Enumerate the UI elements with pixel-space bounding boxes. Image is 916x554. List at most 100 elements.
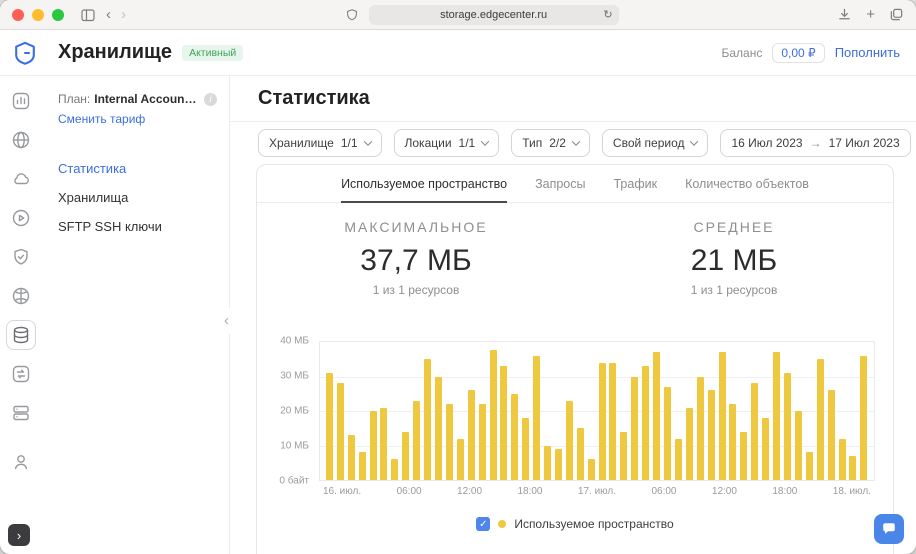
downloads-button[interactable] — [837, 7, 852, 22]
date-range-picker[interactable]: 16 Июл 2023 → 17 Июл 2023 — [720, 129, 911, 157]
chart-bar — [620, 431, 628, 480]
download-icon — [839, 8, 851, 20]
tab-overview-button[interactable] — [889, 7, 904, 22]
chart-bar — [642, 366, 650, 480]
storage-filter-label: Хранилище — [269, 136, 334, 150]
minimize-window-button[interactable] — [32, 8, 44, 21]
stat-value: 21 МБ — [690, 244, 778, 277]
legend-color-dot — [498, 520, 507, 528]
filter-bar: Хранилище 1/1 Локации 1/1 Тип 2/2 Свой п… — [230, 122, 916, 164]
profile-icon[interactable] — [6, 447, 36, 477]
chart-y-axis: 40 МБ 30 МБ 20 МБ 10 МБ 0 байт — [271, 336, 319, 487]
chart-bar — [336, 383, 344, 480]
chart-bar — [456, 438, 464, 480]
chart-bar — [685, 407, 693, 480]
y-tick-label: 40 МБ — [280, 335, 309, 347]
storage-sidebar: План: Internal Account_RUB_St... i Смени… — [42, 76, 230, 554]
stats-tabs: Используемое пространство Запросы Трафик… — [257, 165, 893, 203]
arrow-right-icon: → — [809, 136, 822, 150]
new-tab-button[interactable]: + — [866, 6, 875, 23]
browser-sidebar-toggle[interactable] — [80, 7, 96, 23]
chart-bar — [347, 435, 355, 480]
sidebar-icon — [81, 8, 95, 21]
chart-bar — [631, 376, 639, 480]
zoom-window-button[interactable] — [52, 8, 64, 21]
chart-legend: ✓ Используемое пространство — [257, 517, 893, 531]
plan-value: Internal Account_RUB_St... — [94, 92, 200, 106]
chart-bar — [424, 359, 432, 480]
cloud-icon[interactable] — [6, 164, 36, 194]
sidebar-item-sftp-ssh-keys[interactable]: SFTP SSH ключи — [58, 219, 162, 234]
y-tick-label: 10 МБ — [280, 440, 309, 452]
cdn-icon[interactable] — [6, 125, 36, 155]
tab-requests[interactable]: Запросы — [535, 176, 586, 191]
tab-traffic[interactable]: Трафик — [613, 176, 658, 191]
rail-expand-button[interactable]: › — [8, 524, 30, 546]
stat-average: СРЕДНЕЕ 21 МБ 1 из 1 ресурсов — [575, 219, 893, 297]
chart-bar — [489, 349, 497, 480]
chart-bar — [587, 459, 595, 480]
tab-used-space[interactable]: Используемое пространство — [341, 165, 508, 203]
back-button[interactable]: ‹ — [106, 6, 111, 23]
chart-bar — [369, 411, 377, 480]
chart-bar — [816, 359, 824, 480]
chart-bar — [794, 411, 802, 480]
storage-icon[interactable] — [6, 320, 36, 350]
chart-bars — [320, 342, 874, 480]
security-icon[interactable] — [6, 242, 36, 272]
sidebar-item-storages[interactable]: Хранилища — [58, 190, 129, 205]
close-window-button[interactable] — [12, 8, 24, 21]
change-tariff-link[interactable]: Сменить тариф — [58, 112, 146, 126]
chart-bar — [718, 352, 726, 480]
section-title: Статистика — [258, 87, 370, 109]
main-title-row: Статистика — [230, 76, 916, 122]
statistics-card: Используемое пространство Запросы Трафик… — [256, 164, 894, 554]
sidebar-collapse-handle[interactable]: ‹ — [223, 308, 230, 334]
analytics-icon[interactable] — [6, 86, 36, 116]
chart-bar — [380, 407, 388, 480]
hosting-icon[interactable] — [6, 398, 36, 428]
info-icon[interactable]: i — [204, 92, 217, 106]
x-tick-label: 18:00 — [517, 486, 543, 497]
chart-plot-area — [319, 341, 875, 481]
header-right: Баланс 0,00 ₽ Пополнить — [722, 42, 900, 63]
chart-x-axis: 16. июл. 06:00 12:00 18:00 17. июл. 06:00 12:0… — [319, 481, 875, 497]
storage-filter-dropdown[interactable]: Хранилище 1/1 — [258, 129, 382, 157]
x-tick-label: 12:00 — [711, 486, 737, 497]
stat-title: МАКСИМАЛЬНОЕ — [344, 219, 488, 235]
plan-label: План: — [58, 92, 91, 106]
network-icon[interactable] — [6, 281, 36, 311]
tab-object-count[interactable]: Количество объектов — [685, 176, 809, 191]
chat-button[interactable] — [874, 514, 904, 544]
chart-bar — [413, 400, 421, 480]
x-tick-label: 16. июл. — [323, 486, 362, 497]
y-tick-label: 20 МБ — [280, 405, 309, 417]
main-content: Статистика Хранилище 1/1 Локации 1/1 Тип… — [230, 76, 916, 554]
chart-bar — [707, 390, 715, 480]
x-tick-label: 18:00 — [772, 486, 798, 497]
chart-bar — [467, 390, 475, 480]
sidebar-item-statistics[interactable]: Статистика — [58, 161, 127, 176]
chart-bar — [696, 376, 704, 480]
streaming-icon[interactable] — [6, 203, 36, 233]
topup-link[interactable]: Пополнить — [834, 45, 900, 60]
chat-icon — [883, 523, 895, 534]
chart-bar — [511, 393, 519, 480]
transfer-icon[interactable] — [6, 359, 36, 389]
chart-bar — [674, 438, 682, 480]
forward-button[interactable]: › — [121, 6, 126, 23]
locations-filter-dropdown[interactable]: Локации 1/1 — [393, 129, 500, 157]
address-bar[interactable]: storage.edgecenter.ru ↻ — [368, 4, 619, 25]
reload-button[interactable]: ↻ — [603, 9, 613, 21]
x-tick-label: 18. июл. — [832, 486, 871, 497]
legend-checkbox[interactable]: ✓ — [476, 517, 491, 531]
chart-bar — [849, 455, 857, 480]
x-tick-label: 17. июл. — [577, 486, 617, 497]
period-dropdown[interactable]: Свой период — [601, 129, 709, 157]
stat-caption: 1 из 1 ресурсов — [690, 283, 778, 297]
locations-filter-label: Локации — [404, 136, 452, 150]
chart-bar — [358, 452, 366, 480]
balance-value: 0,00 ₽ — [772, 42, 825, 63]
type-filter-dropdown[interactable]: Тип 2/2 — [511, 129, 590, 157]
chart-bar — [729, 404, 737, 480]
